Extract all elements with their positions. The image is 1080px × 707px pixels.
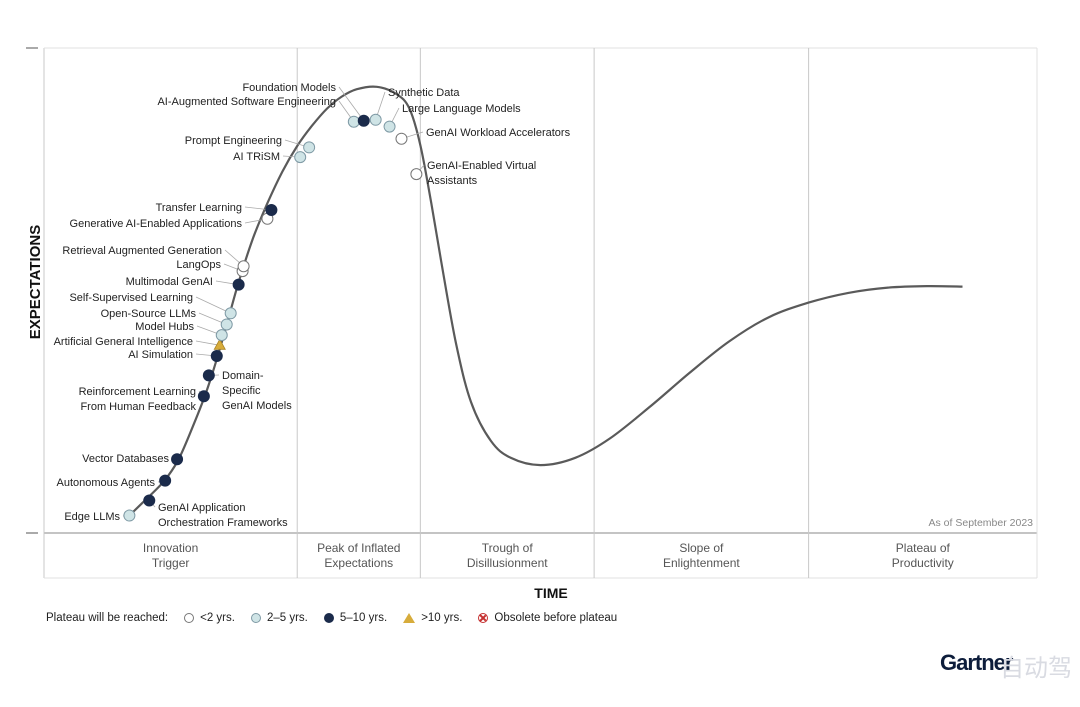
- technology-label: Synthetic Data: [388, 87, 460, 99]
- marker-point: [369, 113, 382, 126]
- technology-label: Foundation Models: [242, 82, 336, 94]
- marker-point: [237, 260, 250, 273]
- legend-label: 5–10 yrs.: [339, 612, 388, 624]
- technology-label: GenAI-Enabled Virtual Assistants: [427, 160, 536, 187]
- technology-label: Model Hubs: [135, 321, 194, 333]
- as-of-note: As of September 2023: [929, 517, 1034, 529]
- technology-label: Large Language Models: [402, 103, 521, 115]
- marker-triangle: [213, 338, 226, 350]
- circle-x-icon: [478, 613, 489, 623]
- legend: Plateau will be reached: <2 yrs. 2–5 yrs…: [46, 612, 617, 624]
- technology-label: AI TRiSM: [233, 151, 280, 163]
- leader-line: [338, 86, 365, 121]
- x-axis-title: TIME: [534, 585, 567, 600]
- legend-title: Plateau will be reached:: [46, 612, 169, 624]
- leader-line: [195, 340, 220, 346]
- phase-label: Peak of Inflated Expectations: [317, 541, 400, 570]
- marker-point: [123, 509, 136, 522]
- marker-point: [197, 390, 210, 403]
- leader-line: [195, 296, 231, 314]
- circle-outline-icon: [184, 613, 195, 623]
- legend-item-5-10: 5–10 yrs.: [323, 612, 388, 624]
- y-axis-title: EXPECTATIONS: [27, 225, 44, 339]
- legend-item-2-5: 2–5 yrs.: [250, 612, 308, 624]
- brand-logo: Gartner: [940, 650, 1013, 675]
- technology-label: Open-Source LLMs: [101, 308, 197, 320]
- marker-point: [159, 474, 172, 487]
- marker-point: [220, 318, 233, 331]
- technology-label: Prompt Engineering: [185, 135, 282, 147]
- marker-point: [171, 453, 184, 466]
- marker-point: [383, 120, 396, 133]
- technology-label: AI-Augmented Software Engineering: [157, 96, 336, 108]
- technology-label: GenAI Application Orchestration Framework…: [158, 502, 288, 529]
- marker-point: [347, 115, 360, 128]
- technology-label: Domain-Specific GenAI Models: [222, 370, 292, 412]
- legend-label: >10 yrs.: [421, 612, 463, 624]
- technology-label: Retrieval Augmented Generation: [62, 245, 222, 257]
- triangle-icon: [403, 613, 416, 623]
- marker-point: [232, 278, 245, 291]
- phase-label: Slope of Enlightenment: [663, 541, 740, 570]
- technology-label: Generative AI-Enabled Applications: [70, 218, 243, 230]
- marker-point: [357, 114, 370, 127]
- marker-point: [303, 141, 316, 154]
- phase-label: Innovation Trigger: [143, 541, 198, 570]
- technology-label: Multimodal GenAI: [126, 276, 213, 288]
- marker-point: [410, 168, 423, 181]
- technology-label: Transfer Learning: [156, 202, 242, 214]
- technology-label: Self-Supervised Learning: [69, 292, 193, 304]
- circle-light-icon: [250, 613, 261, 623]
- technology-label: Autonomous Agents: [57, 477, 156, 489]
- hype-cycle-chart: Innovation Trigger Peak of Inflated Expecta…: [26, 47, 1038, 600]
- marker-point: [395, 132, 408, 145]
- marker-point: [224, 307, 237, 320]
- legend-item-obsolete: Obsolete before plateau: [478, 612, 617, 624]
- legend-label: <2 yrs.: [200, 612, 235, 624]
- technology-label: LangOps: [176, 259, 221, 271]
- phase-label: Plateau of Productivity: [892, 541, 954, 570]
- technology-label: Edge LLMs: [64, 511, 120, 523]
- marker-point: [143, 494, 156, 507]
- technology-label: AI Simulation: [128, 349, 193, 361]
- watermark: 自动驾: [1000, 655, 1072, 682]
- legend-item-lt2: <2 yrs.: [184, 612, 235, 624]
- marker-point: [210, 349, 223, 362]
- marker-point: [294, 151, 307, 164]
- marker-point: [265, 203, 278, 216]
- technology-label: Vector Databases: [82, 453, 169, 465]
- legend-item-gt10: >10 yrs.: [403, 612, 462, 624]
- marker-point: [215, 329, 228, 342]
- legend-label: 2–5 yrs.: [266, 612, 308, 624]
- technology-label: Artificial General Intelligence: [54, 336, 193, 348]
- technology-label: GenAI Workload Accelerators: [426, 127, 571, 139]
- marker-point: [202, 369, 215, 382]
- circle-dark-icon: [323, 613, 334, 623]
- legend-label: Obsolete before plateau: [494, 612, 618, 624]
- technology-label: Reinforcement Learning From Human Feedbac…: [79, 386, 197, 413]
- phase-label: Trough of Disillusionment: [467, 541, 548, 570]
